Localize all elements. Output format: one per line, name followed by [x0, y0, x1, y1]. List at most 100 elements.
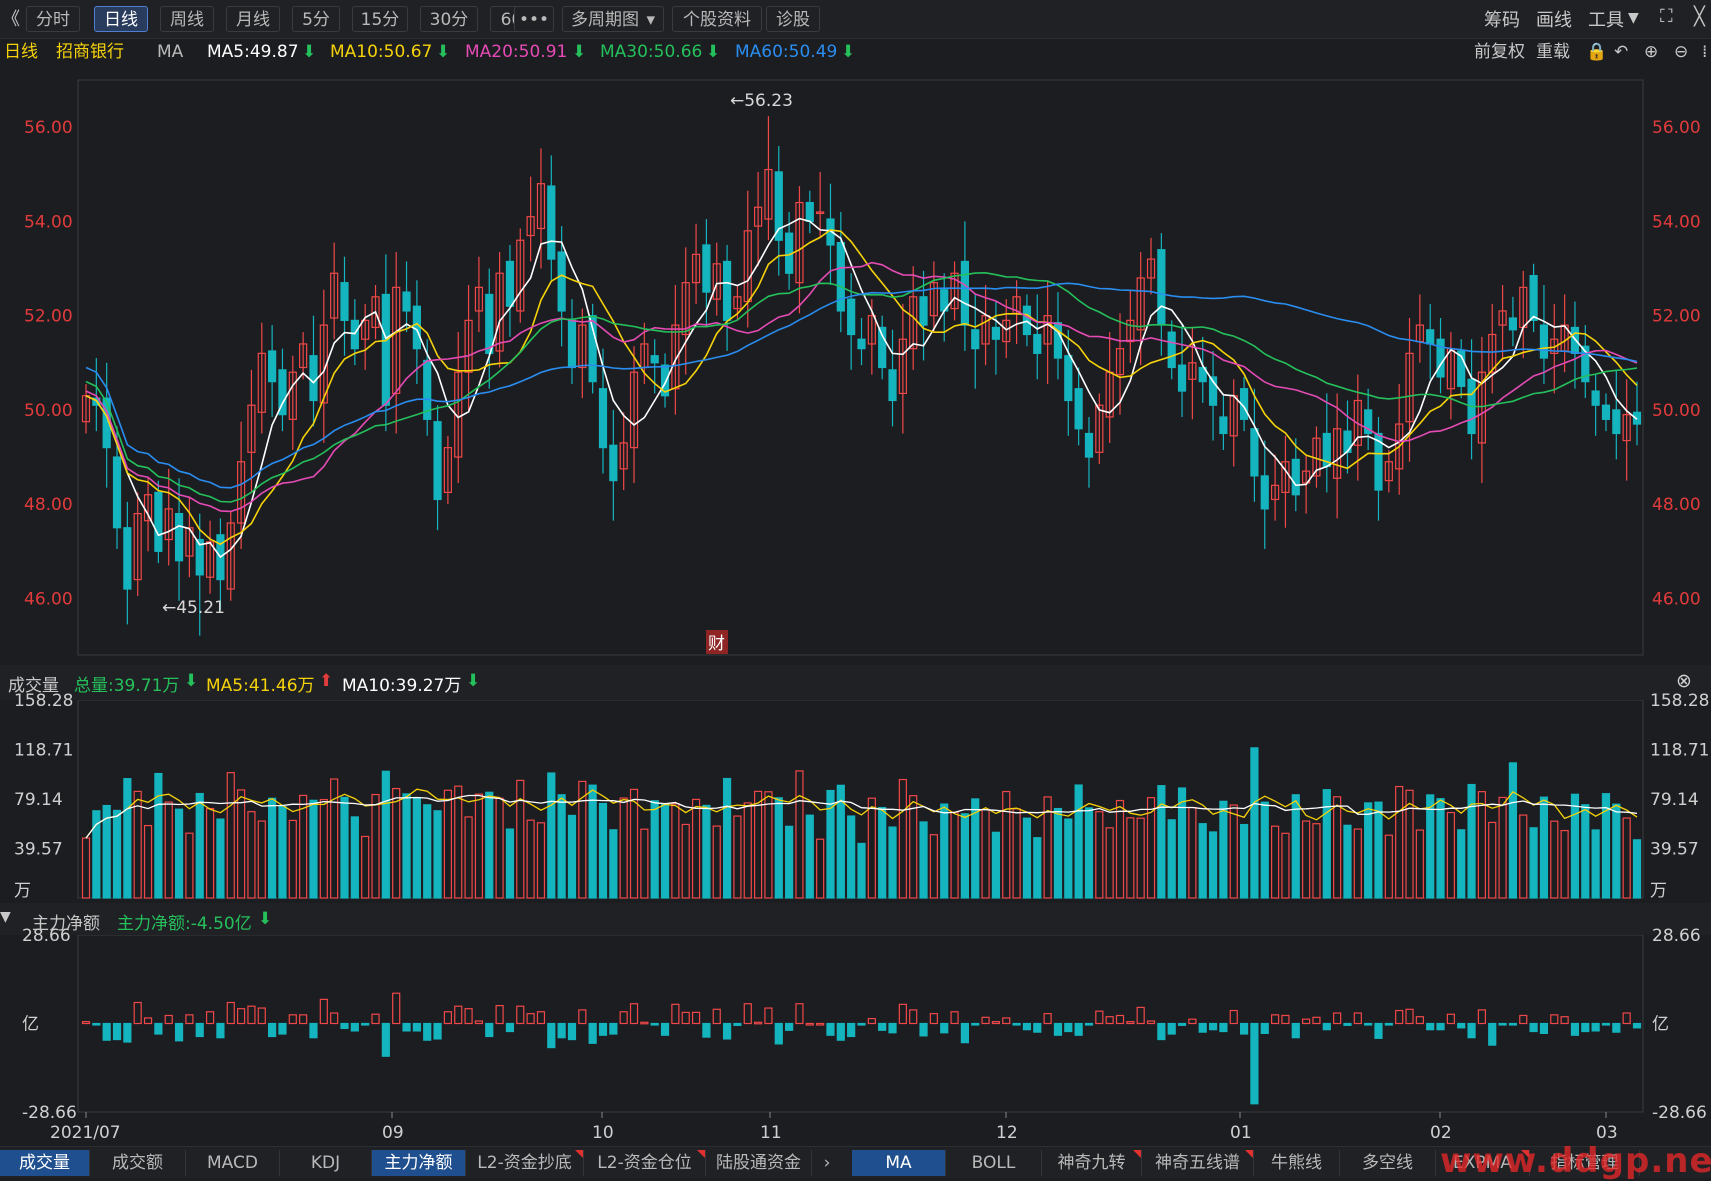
volume-bar[interactable]	[1508, 762, 1518, 899]
volume-bar[interactable]	[381, 770, 390, 899]
volume-bar[interactable]	[588, 784, 597, 899]
volume-bar[interactable]	[660, 803, 670, 899]
volume-bar[interactable]	[1488, 821, 1497, 899]
candle-body[interactable]	[805, 201, 814, 222]
candle-body[interactable]	[1188, 362, 1197, 380]
volume-bar[interactable]	[547, 772, 556, 899]
more-periods-button[interactable]: •••	[514, 6, 554, 32]
volume-bar[interactable]	[1457, 829, 1466, 899]
candle-body[interactable]	[133, 513, 142, 581]
volume-bar[interactable]	[288, 819, 297, 899]
volume-bar[interactable]	[536, 822, 546, 899]
candle-body[interactable]	[981, 315, 990, 345]
candle-body[interactable]	[950, 272, 959, 310]
candle-body[interactable]	[1084, 432, 1094, 458]
candle-body[interactable]	[412, 305, 421, 350]
finance-badge[interactable]: 财	[708, 634, 725, 654]
volume-bar[interactable]	[1353, 828, 1362, 899]
candle-body[interactable]	[1622, 414, 1631, 442]
money-flow-bar[interactable]	[588, 1022, 597, 1044]
volume-bar[interactable]	[702, 804, 711, 899]
volume-bar[interactable]	[640, 828, 649, 899]
money-flow-bar[interactable]	[836, 1022, 845, 1041]
money-flow-bar[interactable]	[743, 1003, 752, 1025]
volume-bar[interactable]	[257, 820, 266, 899]
volume-bar[interactable]	[495, 797, 504, 899]
volume-bar[interactable]	[743, 802, 752, 899]
volume-bar[interactable]	[195, 792, 204, 899]
volume-bar[interactable]	[1322, 789, 1331, 899]
candle-body[interactable]	[1612, 409, 1621, 435]
money-flow-bar[interactable]	[1446, 1013, 1455, 1025]
volume-bar[interactable]	[1053, 807, 1063, 899]
candle-body[interactable]	[857, 338, 866, 350]
money-flow-bar[interactable]	[278, 1022, 287, 1035]
money-flow-bar[interactable]	[1270, 1014, 1280, 1025]
volume-bar[interactable]	[691, 798, 701, 899]
candle-body[interactable]	[1405, 352, 1414, 423]
candle-body[interactable]	[836, 242, 845, 312]
candle-body[interactable]	[247, 404, 256, 453]
volume-bar[interactable]	[774, 797, 783, 899]
money-flow-bar[interactable]	[1239, 1022, 1249, 1035]
money-flow-bar[interactable]	[1043, 1013, 1052, 1025]
volume-bar[interactable]	[567, 814, 577, 899]
volume-bar[interactable]	[971, 798, 980, 899]
volume-bar[interactable]	[629, 788, 639, 899]
money-flow-bar[interactable]	[1002, 1017, 1011, 1025]
chips-button[interactable]: 筹码	[1484, 10, 1520, 31]
candle-body[interactable]	[1498, 310, 1507, 326]
money-flow-bar[interactable]	[464, 1008, 473, 1025]
candle-body[interactable]	[764, 168, 773, 220]
money-flow-bar[interactable]	[1550, 1014, 1559, 1025]
candle-body[interactable]	[1250, 428, 1259, 477]
candle-body[interactable]	[681, 282, 690, 336]
candle-body[interactable]	[733, 296, 742, 310]
volume-bar[interactable]	[940, 803, 949, 899]
volume-bar[interactable]	[392, 787, 401, 899]
candle-body[interactable]	[722, 260, 732, 321]
money-flow-title[interactable]: 主力净额	[32, 914, 100, 934]
money-flow-bar[interactable]	[112, 1022, 122, 1041]
money-flow-bar[interactable]	[1612, 1022, 1621, 1033]
volume-bar[interactable]	[929, 834, 938, 899]
candle-body[interactable]	[268, 350, 277, 383]
money-flow-bar[interactable]	[909, 1009, 918, 1025]
candle-body[interactable]	[578, 324, 587, 369]
candle-body[interactable]	[1508, 317, 1518, 331]
candle-body[interactable]	[567, 319, 577, 369]
candle-body[interactable]	[660, 364, 670, 397]
volume-bar[interactable]	[412, 797, 421, 899]
volume-bar[interactable]	[1229, 804, 1238, 899]
candle-body[interactable]	[691, 253, 701, 284]
money-flow-bar[interactable]	[164, 1014, 173, 1025]
volume-bar[interactable]	[1374, 801, 1383, 899]
volume-bar[interactable]	[112, 809, 122, 899]
volume-bar[interactable]	[474, 793, 484, 899]
money-flow-bar[interactable]	[1570, 1022, 1580, 1036]
volume-bar[interactable]	[1302, 820, 1311, 899]
volume-bar[interactable]	[1601, 793, 1611, 899]
money-flow-bar[interactable]	[81, 1021, 91, 1025]
volume-bar[interactable]	[1105, 827, 1114, 899]
money-flow-bar[interactable]	[1498, 1022, 1507, 1026]
volume-bar[interactable]	[557, 794, 566, 899]
volume-bar[interactable]	[361, 835, 370, 899]
multi-period-dropdown[interactable]: 多周期图 ▾	[562, 6, 664, 32]
candle-body[interactable]	[1632, 411, 1642, 425]
money-flow-bar[interactable]	[1632, 1022, 1642, 1029]
money-flow-bar[interactable]	[547, 1022, 556, 1049]
volume-bar[interactable]	[226, 772, 235, 899]
money-flow-bar[interactable]	[1539, 1022, 1549, 1034]
volume-bar[interactable]	[433, 810, 442, 899]
overlay-tab-6[interactable]: EXPMA	[1436, 1150, 1530, 1176]
money-flow-bar[interactable]	[433, 1022, 442, 1040]
volume-bar[interactable]	[878, 806, 887, 899]
volume-bar[interactable]	[516, 779, 525, 899]
money-flow-bar[interactable]	[1105, 1016, 1114, 1025]
money-flow-bar[interactable]	[1384, 1022, 1393, 1026]
money-flow-bar[interactable]	[722, 1022, 732, 1040]
candle-body[interactable]	[1281, 461, 1290, 493]
volume-bar[interactable]	[1219, 800, 1228, 899]
money-flow-bar[interactable]	[660, 1022, 670, 1036]
